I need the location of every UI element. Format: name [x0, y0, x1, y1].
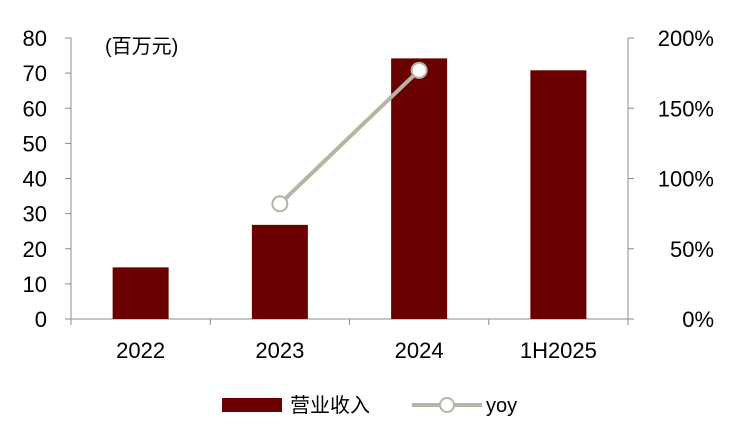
axes: 0 10 20 30 40 50 60 70 80 0% 50% 100% 150% 200% 2022 20…	[23, 26, 714, 363]
revenue-bar	[391, 58, 448, 320]
right-axis-tick-label: 50%	[670, 237, 714, 262]
revenue-bar	[251, 224, 308, 319]
yoy-line-group	[271, 61, 428, 213]
x-axis-tick-label: 2023	[255, 338, 304, 363]
yoy-point	[410, 61, 428, 79]
left-axis-tick-label: 0	[35, 307, 47, 332]
left-axis-tick-label: 80	[23, 26, 47, 51]
left-axis-tick-label: 70	[23, 61, 47, 86]
x-axis-tick-label: 2024	[395, 338, 444, 363]
revenue-bar	[530, 70, 587, 319]
legend-bar-swatch	[222, 398, 282, 412]
legend-line-marker	[439, 397, 455, 413]
left-axis-tick-label: 40	[23, 167, 47, 192]
left-axis-tick-label: 20	[23, 237, 47, 262]
left-axis-tick-label: 50	[23, 131, 47, 156]
bars	[112, 58, 587, 320]
legend-bar-label: 营业收入	[290, 394, 370, 417]
yoy-point	[271, 195, 289, 213]
right-axis-tick-label: 100%	[658, 167, 714, 192]
yoy-line	[278, 68, 421, 206]
legend-line-label: yoy	[486, 395, 517, 417]
legend: 营业收入 yoy	[222, 394, 517, 417]
left-axis-tick-label: 10	[23, 272, 47, 297]
right-axis-tick-label: 150%	[658, 96, 714, 121]
right-axis-tick-label: 0%	[682, 307, 714, 332]
left-axis-tick-label: 60	[23, 96, 47, 121]
x-axis-tick-label: 2022	[116, 338, 165, 363]
right-axis-tick-label: 200%	[658, 26, 714, 51]
unit-label: (百万元)	[105, 36, 178, 58]
x-axis-tick-label: 1H2025	[520, 338, 597, 363]
left-axis-tick-label: 30	[23, 202, 47, 227]
revenue-bar	[112, 267, 169, 319]
